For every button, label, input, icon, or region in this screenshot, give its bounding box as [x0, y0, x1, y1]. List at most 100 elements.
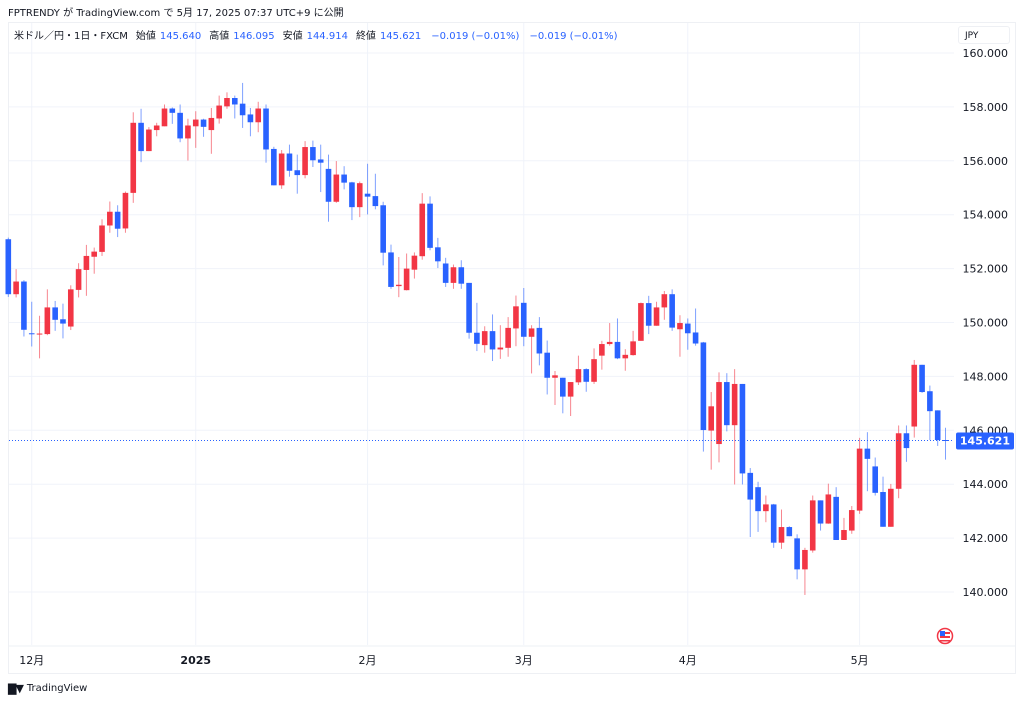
candle-up[interactable]	[841, 517, 847, 540]
candle-down[interactable]	[169, 107, 176, 124]
candle-up[interactable]	[809, 495, 816, 553]
candle-up[interactable]	[396, 257, 402, 298]
candle-down[interactable]	[724, 373, 730, 432]
candle-up[interactable]	[208, 107, 215, 154]
candle-up[interactable]	[630, 330, 636, 356]
candle-up[interactable]	[356, 181, 363, 218]
candle-down[interactable]	[52, 300, 58, 331]
candle-up[interactable]	[36, 315, 43, 359]
candle-up[interactable]	[44, 289, 51, 336]
candle-down[interactable]	[817, 500, 824, 531]
candle-down[interactable]	[700, 341, 707, 452]
candle-up[interactable]	[505, 317, 511, 357]
candle-down[interactable]	[310, 140, 316, 167]
candle-down[interactable]	[614, 318, 621, 360]
candle-down[interactable]	[231, 95, 238, 119]
candle-down[interactable]	[927, 385, 933, 441]
candle-down[interactable]	[942, 427, 949, 460]
candle-down[interactable]	[364, 163, 371, 215]
candle-up[interactable]	[731, 369, 738, 485]
candle-up[interactable]	[677, 315, 683, 357]
candle-down[interactable]	[755, 481, 761, 532]
candle-up[interactable]	[419, 193, 426, 260]
candle-up[interactable]	[911, 359, 918, 438]
candle-down[interactable]	[325, 154, 332, 222]
candle-down[interactable]	[466, 282, 472, 339]
candle-down[interactable]	[864, 432, 871, 492]
candle-up[interactable]	[567, 382, 574, 417]
candle-down[interactable]	[317, 144, 324, 193]
candle-down[interactable]	[489, 314, 496, 362]
candle-up[interactable]	[653, 301, 660, 326]
candle-down[interactable]	[770, 503, 777, 548]
candle-down[interactable]	[739, 383, 746, 485]
candle-down[interactable]	[692, 308, 699, 346]
candle-up[interactable]	[255, 101, 262, 133]
candle-down[interactable]	[903, 425, 910, 462]
candle-up[interactable]	[99, 219, 105, 256]
candle-down[interactable]	[458, 260, 465, 289]
candle-up[interactable]	[528, 325, 535, 374]
candle-down[interactable]	[934, 410, 941, 446]
candle-down[interactable]	[177, 104, 183, 143]
candle-down[interactable]	[114, 205, 121, 238]
candle-up[interactable]	[278, 150, 285, 189]
candle-up[interactable]	[778, 509, 785, 549]
candle-down[interactable]	[5, 237, 12, 297]
candle-down[interactable]	[794, 534, 800, 580]
candle-down[interactable]	[435, 237, 441, 269]
candle-down[interactable]	[28, 301, 35, 347]
candle-up[interactable]	[403, 253, 410, 291]
candle-up[interactable]	[216, 95, 222, 124]
candle-up[interactable]	[622, 349, 629, 371]
symbol-name[interactable]: 米ドル／円・1日・FXCM	[14, 31, 128, 42]
candle-down[interactable]	[294, 154, 301, 194]
candle-down[interactable]	[349, 181, 355, 221]
candle-down[interactable]	[872, 457, 879, 496]
candle-down[interactable]	[669, 289, 675, 331]
candle-down[interactable]	[544, 340, 550, 395]
candle-up[interactable]	[856, 437, 863, 514]
candle-up[interactable]	[333, 161, 340, 203]
candle-down[interactable]	[239, 82, 246, 128]
candle-down[interactable]	[536, 317, 543, 366]
candle-up[interactable]	[481, 326, 488, 353]
candle-down[interactable]	[442, 257, 449, 287]
candle-down[interactable]	[520, 288, 527, 347]
candle-up[interactable]	[146, 127, 152, 152]
candle-up[interactable]	[107, 201, 113, 233]
candle-up[interactable]	[848, 506, 855, 534]
candle-down[interactable]	[200, 118, 207, 137]
currency-button[interactable]: JPY	[958, 26, 1010, 44]
candle-down[interactable]	[560, 377, 566, 414]
candle-up[interactable]	[895, 425, 902, 499]
candle-up[interactable]	[638, 302, 644, 341]
candle-up[interactable]	[450, 264, 457, 289]
candle-down[interactable]	[388, 244, 394, 289]
candle-down[interactable]	[427, 196, 433, 251]
candle-up[interactable]	[763, 495, 769, 523]
candle-down[interactable]	[263, 104, 269, 163]
candle-down[interactable]	[271, 146, 277, 186]
candle-up[interactable]	[497, 325, 504, 359]
candle-down[interactable]	[880, 476, 886, 527]
candle-up[interactable]	[552, 371, 558, 405]
candle-down[interactable]	[833, 487, 839, 540]
candle-up[interactable]	[91, 247, 98, 274]
candle-down[interactable]	[60, 303, 66, 339]
candle-down[interactable]	[645, 295, 652, 335]
candle-down[interactable]	[380, 201, 386, 266]
candle-down[interactable]	[747, 468, 754, 538]
candle-down[interactable]	[138, 108, 144, 163]
tradingview-brand[interactable]: ▇▼ TradingView	[8, 682, 87, 695]
candle-up[interactable]	[513, 295, 519, 347]
candle-up[interactable]	[599, 340, 605, 370]
candle-up[interactable]	[153, 122, 160, 137]
candle-down[interactable]	[474, 302, 480, 352]
candle-up[interactable]	[122, 191, 129, 233]
candle-up[interactable]	[708, 392, 714, 470]
us-flag-icon[interactable]	[936, 627, 954, 645]
candle-up[interactable]	[888, 483, 894, 527]
candle-up[interactable]	[575, 355, 582, 386]
